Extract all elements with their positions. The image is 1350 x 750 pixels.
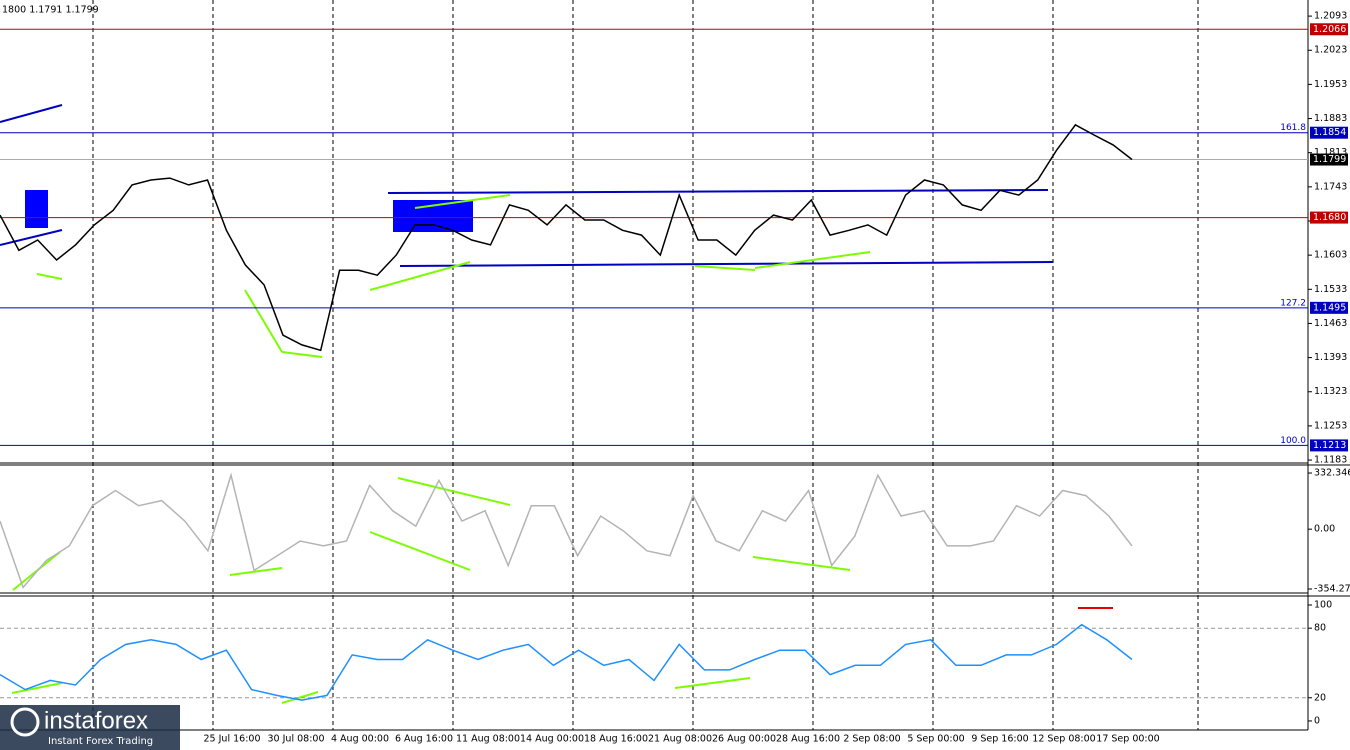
level-label: 1.2066: [1313, 24, 1346, 35]
y-tick-label: 1.1393: [1314, 352, 1347, 363]
y-tick-label: -354.275: [1314, 584, 1350, 595]
logo: instaforex Instant Forex Trading: [0, 705, 180, 750]
series-line: [0, 472, 1133, 589]
fib-label: 100.0: [1280, 436, 1306, 446]
x-tick-label: 11 Aug 08:00: [456, 734, 520, 745]
x-tick-label: 18 Aug 16:00: [584, 734, 648, 745]
level-label-box: [1310, 126, 1348, 139]
x-tick-label: 30 Jul 08:00: [268, 734, 325, 745]
y-tick-label: 1.2023: [1314, 45, 1347, 56]
level-label-box: [1310, 301, 1348, 314]
level-label-box: [1310, 211, 1348, 224]
x-tick-label: 9 Sep 16:00: [971, 734, 1028, 745]
y-tick-label: 0.00: [1314, 524, 1335, 535]
grid: [92, 0, 1199, 730]
y-tick-label: 332.3467: [1314, 468, 1350, 479]
fib-label: 161.8: [1280, 123, 1306, 133]
frame: [0, 0, 1350, 731]
x-tick-label: 12 Sep 08:00: [1032, 734, 1095, 745]
level-label-box: [1310, 153, 1348, 166]
fib-label: 127.2: [1280, 298, 1306, 308]
header-text: 1800 1.1791 1.1799: [2, 5, 99, 16]
x-tick-label: 6 Aug 16:00: [395, 734, 453, 745]
series-line: [0, 123, 1133, 352]
level-label: 1.1680: [1313, 212, 1346, 223]
x-tick-label: 17 Sep 00:00: [1096, 734, 1159, 745]
y-tick-label: 1.1953: [1314, 79, 1347, 90]
y-tick-label: 0: [1314, 715, 1320, 726]
y-tick-label: 1.1743: [1314, 181, 1347, 192]
x-tick-label: 5 Sep 00:00: [907, 734, 964, 745]
y-tick-label: 20: [1314, 692, 1326, 703]
level-label-box: [1310, 439, 1348, 452]
y-tick-label: 80: [1314, 623, 1326, 634]
y-tick-label: 1.1183: [1314, 455, 1347, 466]
x-tick-label: 14 Aug 00:00: [520, 734, 584, 745]
x-tick-label: 2 Sep 08:00: [843, 734, 900, 745]
x-tick-label: 26 Aug 00:00: [712, 734, 776, 745]
y-tick-label: 1.1253: [1314, 420, 1347, 431]
drawings: [0, 104, 1113, 704]
y-tick-label: 1.1533: [1314, 284, 1347, 295]
y-tick-label: 1.1813: [1314, 147, 1347, 158]
series-line: [0, 623, 1133, 701]
level-label: 1.1213: [1313, 440, 1346, 451]
x-tick-label: 28 Aug 16:00: [776, 734, 840, 745]
logo-name: instaforex: [44, 707, 148, 734]
y-tick-label: 100: [1314, 600, 1332, 611]
y-tick-label: 1.2093: [1314, 11, 1347, 22]
x-tick-label: 21 Aug 08:00: [648, 734, 712, 745]
y-tick-label: 1.1603: [1314, 250, 1347, 261]
x-tick-label: 4 Aug 00:00: [331, 734, 389, 745]
y-tick-label: 1.1463: [1314, 318, 1347, 329]
x-tick-label: 25 Jul 16:00: [204, 734, 261, 745]
level-label: 1.1854: [1313, 127, 1346, 138]
level-label: 1.1799: [1313, 154, 1346, 165]
y-tick-label: 1.1323: [1314, 386, 1347, 397]
logo-tagline: Instant Forex Trading: [48, 736, 153, 747]
level-label: 1.1495: [1313, 302, 1346, 313]
y-tick-label: 1.1883: [1314, 113, 1347, 124]
level-label-box: [1310, 23, 1348, 36]
